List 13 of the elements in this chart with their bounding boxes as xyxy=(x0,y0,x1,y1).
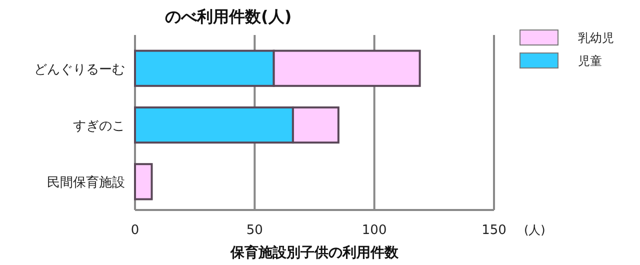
x-tick-label: 150 xyxy=(482,223,506,238)
x-tick-label: 50 xyxy=(246,223,263,238)
legend-label: 児童 xyxy=(578,54,602,68)
text: (人) xyxy=(524,223,546,237)
bar xyxy=(134,163,153,200)
x-tick-label: 0 xyxy=(130,223,140,238)
y-tick-label: 民間保育施設 xyxy=(47,174,125,191)
y-tick-label: どんぐりるーむ xyxy=(34,62,125,78)
x-tick-label: 100 xyxy=(362,223,387,238)
x-axis-title: 保育施設別子供の利用件数 xyxy=(230,244,400,261)
legend-label: 乳幼児 xyxy=(578,31,614,45)
y-tick-label: すぎのこ xyxy=(73,119,125,134)
chart-title: のべ利用件数(人) xyxy=(165,7,292,26)
